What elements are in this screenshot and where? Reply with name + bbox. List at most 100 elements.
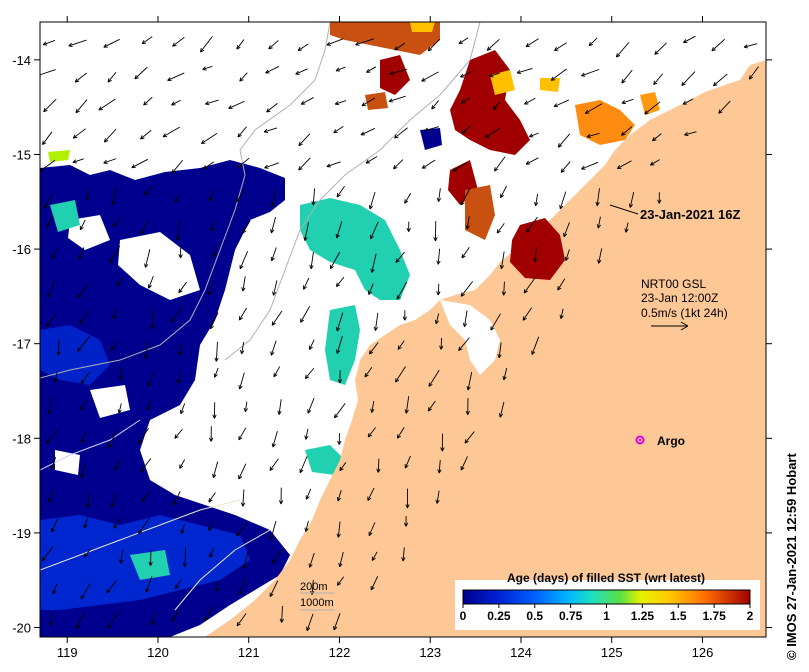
current-vector-head: [272, 291, 277, 296]
current-vector: [644, 101, 661, 115]
current-vector: [355, 38, 374, 46]
current-vector: [265, 66, 280, 74]
current-vector-head: [461, 253, 466, 259]
current-vector-head: [404, 199, 409, 204]
current-vector: [499, 401, 505, 418]
current-vector-head: [175, 236, 180, 241]
current-vector-head: [559, 314, 564, 319]
current-vector: [550, 68, 567, 81]
current-vector: [490, 313, 501, 331]
current-vector: [113, 518, 121, 529]
colorbar-tick-label: 1.75: [702, 609, 726, 623]
colorbar-tick-label: 0.25: [487, 609, 511, 623]
current-vector: [330, 251, 341, 269]
timestamp-pointer: [609, 204, 639, 215]
current-vector: [299, 456, 308, 473]
current-vector: [535, 193, 539, 206]
sst-age-yellow-region: [490, 70, 515, 95]
current-vector-head: [140, 135, 145, 140]
x-tick-label: 125: [601, 645, 623, 660]
current-vector: [310, 252, 314, 269]
current-vector: [300, 305, 311, 323]
current-vector-head: [309, 264, 314, 270]
colorbar-tick-label: 0.75: [559, 609, 583, 623]
current-vector-head: [215, 587, 220, 592]
current-vector-head: [204, 616, 209, 622]
current-vector-head: [174, 197, 179, 203]
current-vector-head: [81, 439, 86, 444]
current-vector-head: [334, 413, 339, 419]
current-vector-head: [207, 291, 212, 296]
current-vector-head: [79, 225, 84, 231]
current-vector-head: [270, 203, 275, 208]
current-vector-head: [85, 196, 90, 201]
current-vector: [281, 605, 283, 623]
current-vector: [78, 247, 85, 260]
current-vector: [171, 99, 181, 106]
current-vector-head: [421, 164, 427, 169]
current-vector-head: [179, 409, 184, 415]
current-vector-head: [269, 535, 274, 540]
current-vector-head: [621, 100, 626, 105]
current-vector-head: [238, 385, 243, 390]
current-vector: [111, 493, 117, 508]
current-vector-head: [51, 254, 56, 260]
current-vector-head: [271, 321, 276, 326]
current-vector-head: [212, 414, 217, 419]
current-vector: [83, 548, 92, 558]
colorbar-tick-label: 1.5: [670, 609, 687, 623]
current-vector-head: [79, 405, 84, 411]
current-vector: [216, 580, 219, 592]
current-vector: [214, 367, 219, 378]
current-vector: [140, 220, 149, 235]
current-vector-head: [213, 373, 218, 378]
current-vector-head: [458, 346, 463, 351]
current-vector: [81, 463, 85, 478]
current-vector-head: [178, 254, 183, 259]
current-vector: [266, 102, 278, 113]
current-vector-head: [209, 553, 214, 558]
current-vector: [83, 517, 89, 529]
current-vector-head: [42, 140, 47, 145]
current-vector: [146, 398, 152, 411]
current-vector-head: [304, 435, 309, 440]
current-vector: [179, 342, 183, 356]
current-vector: [461, 97, 471, 104]
current-vector-head: [98, 106, 103, 111]
current-vector: [524, 97, 536, 105]
current-vector-head: [501, 291, 506, 296]
current-vector: [337, 490, 342, 502]
colorbar-ticks: 0 0.25 0.5 0.75 1 1.25 1.5 1.75 2: [460, 604, 754, 623]
current-vector-head: [653, 80, 658, 86]
current-vector: [336, 221, 343, 239]
current-vector-head: [113, 222, 118, 228]
current-vector-head: [47, 498, 52, 503]
current-vector-head: [304, 527, 309, 532]
current-vector: [295, 68, 308, 75]
current-vector-head: [652, 136, 657, 142]
current-vector: [339, 462, 347, 471]
current-vector: [237, 126, 247, 138]
current-vector-head: [269, 466, 274, 471]
current-vector: [104, 128, 117, 143]
current-vector-head: [337, 440, 342, 445]
current-vector: [79, 310, 90, 324]
current-vector: [396, 427, 405, 439]
current-vector: [263, 127, 278, 133]
current-vector: [48, 397, 53, 415]
current-vector-head: [500, 193, 505, 199]
current-vector: [116, 277, 124, 286]
current-vector-head: [243, 407, 248, 413]
current-vector-head: [271, 559, 276, 564]
current-vector-head: [297, 46, 303, 52]
current-vector-head: [117, 409, 122, 414]
current-vector: [629, 191, 635, 208]
current-vector-head: [534, 201, 539, 207]
current-vector-head: [364, 372, 369, 378]
current-vector: [336, 335, 343, 354]
current-vector: [298, 157, 311, 171]
current-vector: [683, 35, 696, 43]
current-vector: [534, 247, 537, 263]
current-vector-head: [118, 376, 123, 381]
current-vector: [585, 103, 603, 114]
